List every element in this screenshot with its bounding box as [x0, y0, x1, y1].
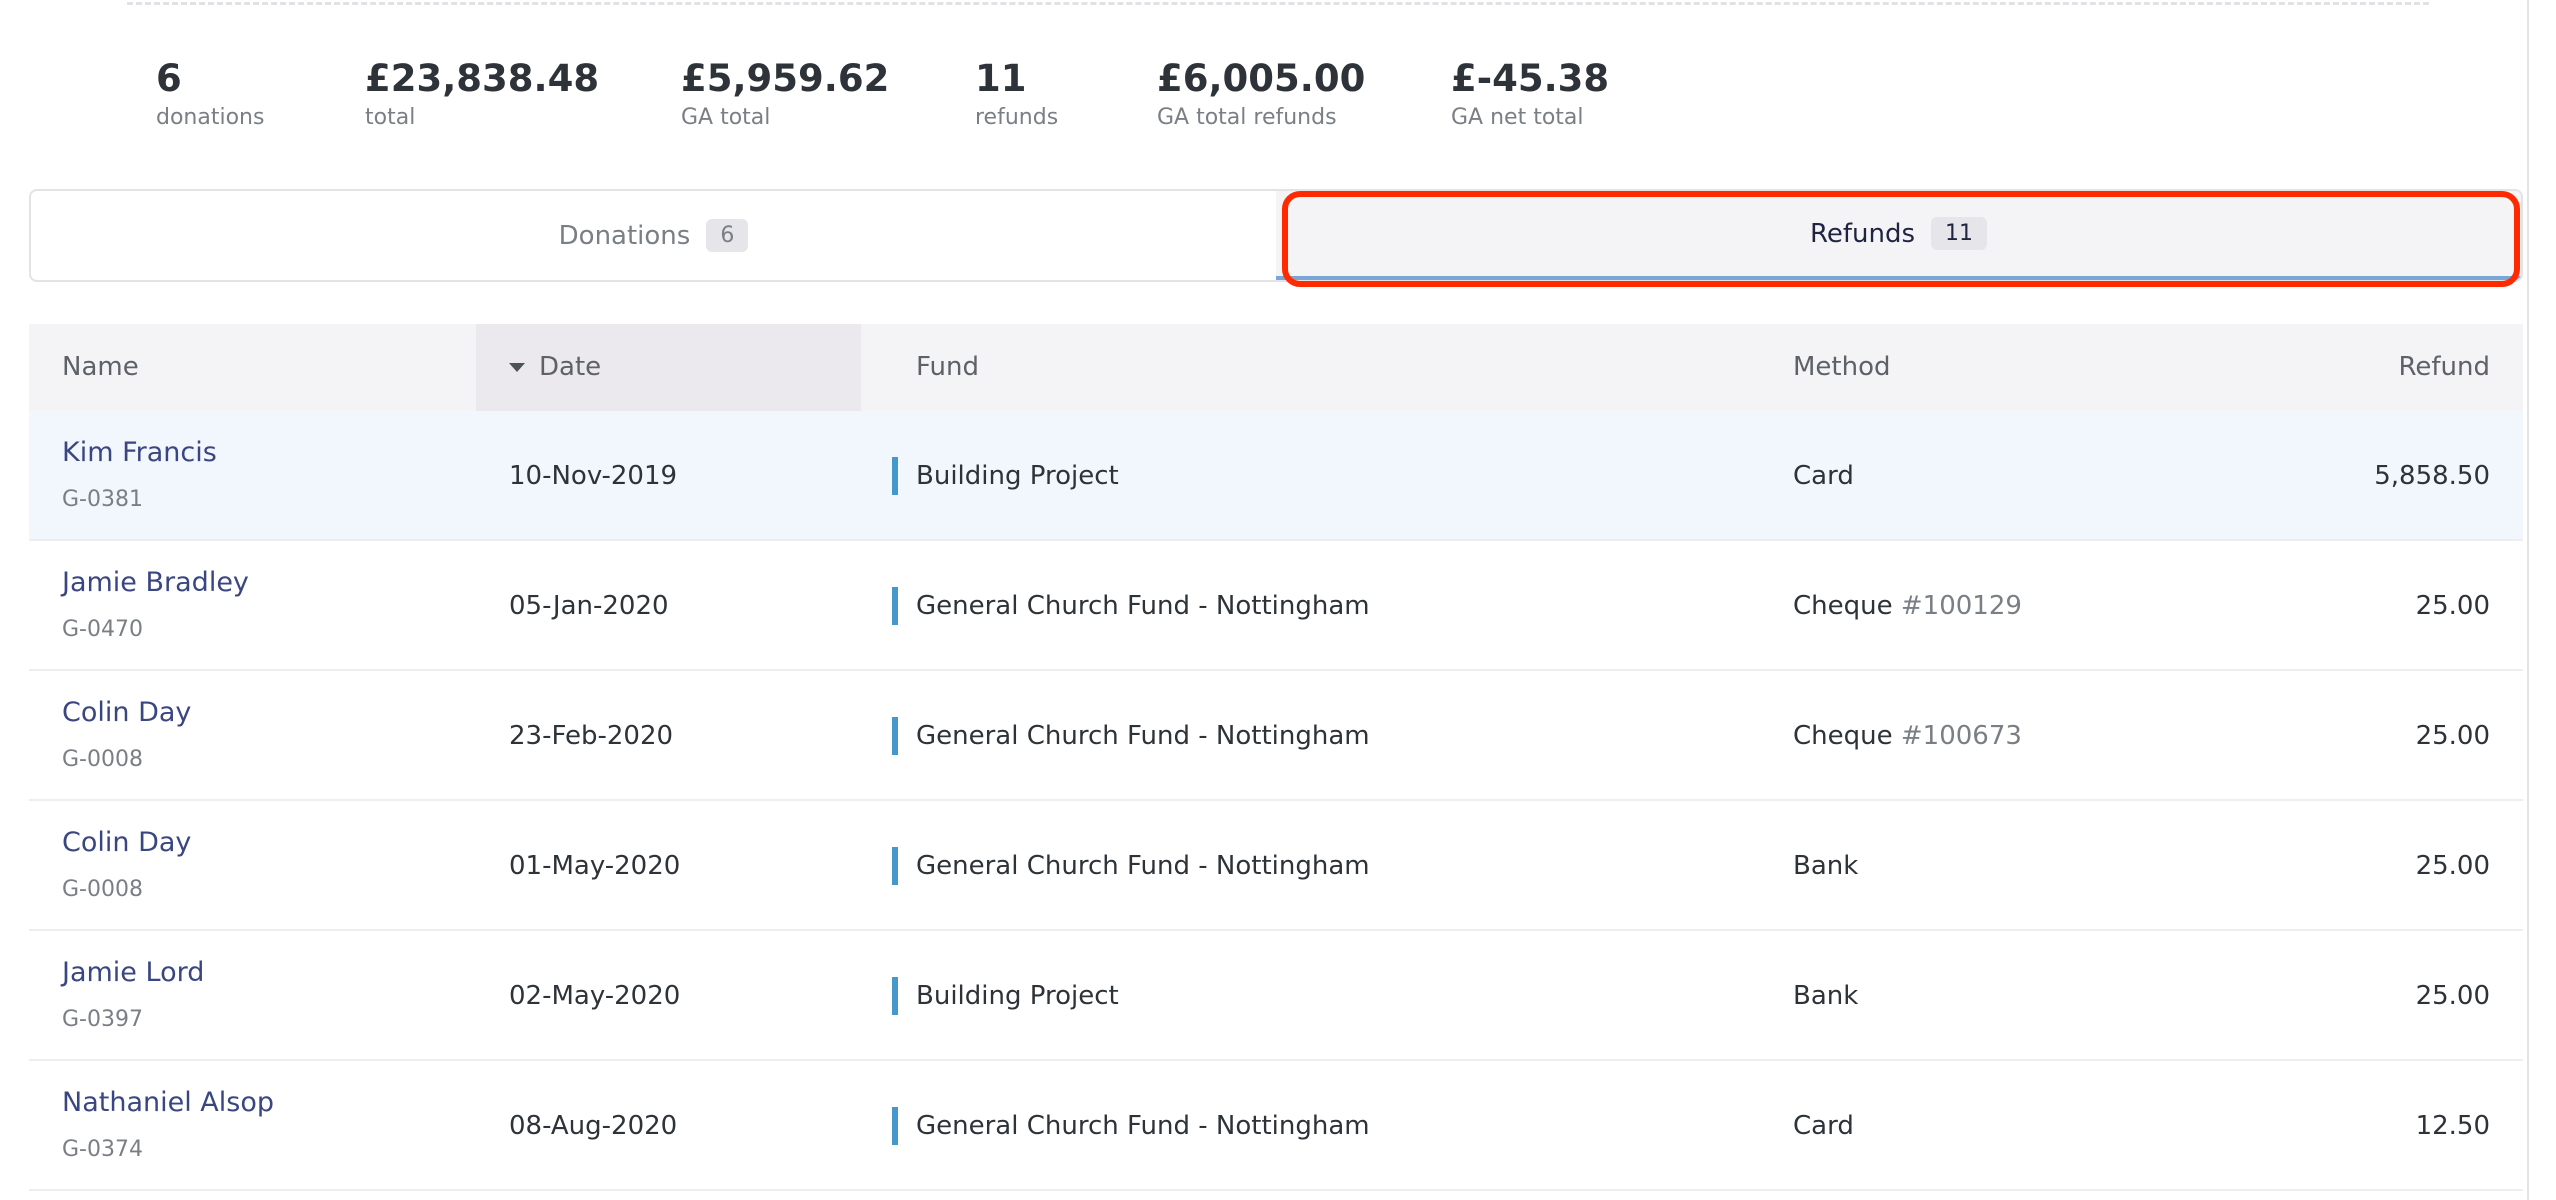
refunds-table: Name Date Fund Method Refund Kim Francis… — [29, 324, 2523, 1191]
payment-method: Card — [1793, 1061, 1854, 1191]
table-row[interactable]: Nathaniel Alsop G-0374 08-Aug-2020 Gener… — [29, 1061, 2523, 1191]
refund-amount: 25.00 — [2415, 591, 2490, 621]
fund-name: General Church Fund - Nottingham — [916, 1111, 1370, 1141]
method-label: Cheque — [1793, 721, 1893, 751]
refund-date: 01-May-2020 — [509, 851, 681, 881]
refund-amount: 12.50 — [2415, 1111, 2490, 1141]
cheque-number: #100673 — [1900, 721, 2022, 751]
stat-label: donations — [156, 105, 265, 130]
table-row[interactable]: Jamie Lord G-0397 02-May-2020 Building P… — [29, 931, 2523, 1061]
fund-color-bar — [892, 847, 898, 885]
header-name[interactable]: Name — [62, 352, 139, 382]
header-date[interactable]: Date — [509, 324, 601, 411]
donor-id: G-0397 — [62, 1007, 143, 1032]
table-body: Kim Francis G-0381 10-Nov-2019 Building … — [29, 411, 2523, 1191]
donor-name-link[interactable]: Jamie Lord — [62, 957, 205, 988]
header-fund[interactable]: Fund — [916, 352, 979, 382]
fund-name: Building Project — [916, 461, 1119, 491]
stat-label: GA net total — [1451, 105, 1584, 130]
refund-amount: 25.00 — [2415, 851, 2490, 881]
method-label: Bank — [1793, 851, 1859, 881]
stat-value: £5,959.62 — [681, 57, 890, 100]
cheque-number: #100129 — [1900, 591, 2022, 621]
fund-color-bar — [892, 587, 898, 625]
fund-color-bar — [892, 717, 898, 755]
fund-color-bar — [892, 977, 898, 1015]
header-method[interactable]: Method — [1793, 352, 1891, 382]
payment-method: Card — [1793, 411, 1854, 541]
payment-method: Cheque #100129 — [1793, 541, 2022, 671]
stat-ga-total-refunds: £6,005.00 GA total refunds — [1157, 56, 1365, 134]
donor-id: G-0470 — [62, 617, 143, 642]
sort-descending-icon — [509, 363, 525, 372]
table-row[interactable]: Colin Day G-0008 23-Feb-2020 General Chu… — [29, 671, 2523, 801]
table-row[interactable]: Kim Francis G-0381 10-Nov-2019 Building … — [29, 411, 2523, 541]
refund-date: 10-Nov-2019 — [509, 461, 678, 491]
fund-name: General Church Fund - Nottingham — [916, 851, 1370, 881]
tab-label: Refunds — [1809, 218, 1916, 249]
stat-value: £23,838.48 — [365, 57, 600, 100]
stat-value: 11 — [975, 57, 1027, 100]
stat-ga-net-total: £-45.38 GA net total — [1451, 56, 1609, 134]
tab-donations[interactable]: Donations 6 — [31, 191, 1276, 280]
refund-date: 23-Feb-2020 — [509, 721, 674, 751]
donor-name-link[interactable]: Colin Day — [62, 827, 192, 858]
header-refund[interactable]: Refund — [2398, 352, 2490, 382]
refund-amount: 5,858.50 — [2374, 461, 2490, 491]
method-label: Cheque — [1793, 591, 1893, 621]
stat-label: refunds — [975, 105, 1059, 130]
fund-name: General Church Fund - Nottingham — [916, 591, 1370, 621]
donor-id: G-0008 — [62, 877, 143, 902]
header-date-label: Date — [539, 352, 602, 382]
stat-total: £23,838.48 total — [365, 56, 599, 134]
method-label: Bank — [1793, 981, 1859, 1011]
stat-value: £6,005.00 — [1157, 57, 1366, 100]
donor-id: G-0008 — [62, 747, 143, 772]
refund-date: 08-Aug-2020 — [509, 1111, 678, 1141]
count-badge: 6 — [706, 219, 749, 252]
donor-id: G-0374 — [62, 1137, 143, 1162]
stat-value: 6 — [156, 57, 182, 100]
tab-bar: Donations 6 Refunds 11 — [29, 189, 2523, 282]
refund-date: 02-May-2020 — [509, 981, 681, 1011]
stat-donations: 6 donations — [156, 56, 264, 134]
refund-amount: 25.00 — [2415, 721, 2490, 751]
payment-method: Bank — [1793, 931, 1858, 1061]
fund-name: Building Project — [916, 981, 1119, 1011]
donor-name-link[interactable]: Colin Day — [62, 697, 192, 728]
table-header: Name Date Fund Method Refund — [29, 324, 2523, 411]
stat-value: £-45.38 — [1451, 57, 1610, 100]
donor-name-link[interactable]: Nathaniel Alsop — [62, 1087, 274, 1118]
payment-method: Bank — [1793, 801, 1858, 931]
donor-name-link[interactable]: Kim Francis — [62, 437, 217, 468]
refund-date: 05-Jan-2020 — [509, 591, 669, 621]
stat-label: GA total — [681, 105, 771, 130]
table-row[interactable]: Jamie Bradley G-0470 05-Jan-2020 General… — [29, 541, 2523, 671]
tab-label: Donations — [558, 220, 691, 251]
count-badge: 11 — [1931, 217, 1988, 250]
method-label: Card — [1793, 461, 1854, 491]
stat-ga-total: £5,959.62 GA total — [681, 56, 889, 134]
table-row[interactable]: Colin Day G-0008 01-May-2020 General Chu… — [29, 801, 2523, 931]
tab-refunds[interactable]: Refunds 11 — [1276, 191, 2521, 280]
sorted-column-bg — [476, 324, 861, 411]
donor-id: G-0381 — [62, 487, 143, 512]
fund-color-bar — [892, 1107, 898, 1145]
stat-refunds: 11 refunds — [975, 56, 1058, 134]
donor-name-link[interactable]: Jamie Bradley — [62, 567, 249, 598]
section-divider — [127, 2, 2429, 5]
scrollbar-track[interactable] — [2527, 0, 2529, 1200]
fund-name: General Church Fund - Nottingham — [916, 721, 1370, 751]
fund-color-bar — [892, 457, 898, 495]
payment-method: Cheque #100673 — [1793, 671, 2022, 801]
stat-label: GA total refunds — [1157, 105, 1337, 130]
refund-amount: 25.00 — [2415, 981, 2490, 1011]
method-label: Card — [1793, 1111, 1854, 1141]
stat-label: total — [365, 105, 416, 130]
